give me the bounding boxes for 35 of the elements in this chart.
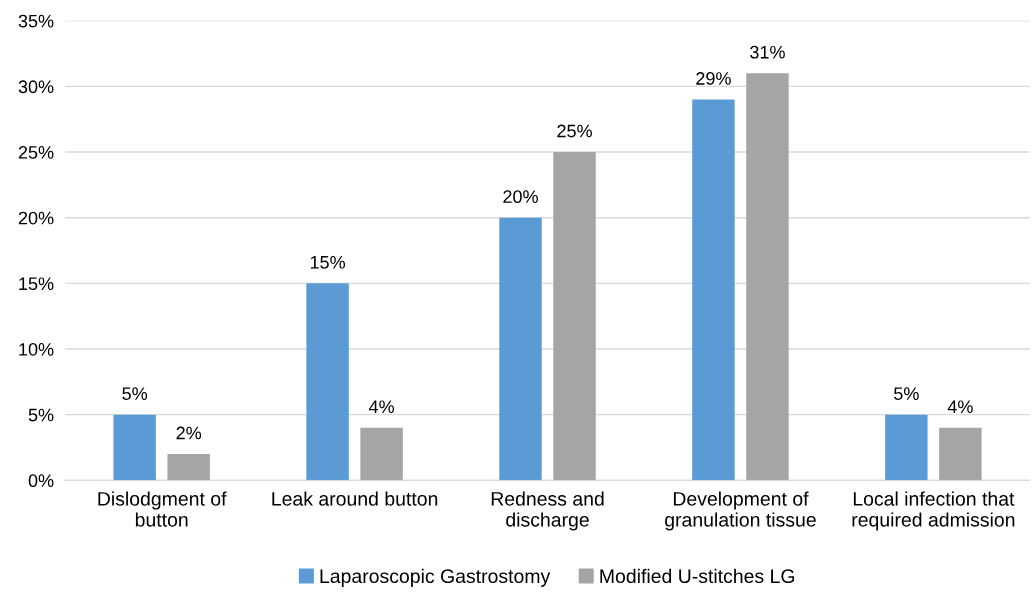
y-tick-label: 20% xyxy=(18,211,54,225)
x-tick-label: Dislodgment of button xyxy=(98,491,227,527)
y-tick-label: 15% xyxy=(19,277,54,291)
x-tick-label: Redness and discharge xyxy=(491,491,604,531)
bar xyxy=(692,99,735,481)
x-tick-label: Leak around button xyxy=(272,491,438,506)
x-tick-label: Local infection that required admission xyxy=(852,491,1015,531)
bar xyxy=(939,427,982,481)
y-tick-label: 10% xyxy=(19,342,54,356)
bar xyxy=(885,414,928,481)
data-label: 2% xyxy=(176,426,202,440)
bar xyxy=(360,427,403,481)
y-tick-label: 25% xyxy=(18,146,54,159)
legend-label: Modified U-stitches LG xyxy=(600,568,795,584)
data-label: 5% xyxy=(122,387,148,400)
y-tick-label: 35% xyxy=(18,14,54,28)
data-label: 4% xyxy=(947,400,973,414)
bar xyxy=(306,283,349,481)
bar xyxy=(746,73,789,481)
y-tick-label: 5% xyxy=(28,408,54,422)
data-label: 20% xyxy=(503,190,538,204)
y-tick-label: 30% xyxy=(18,80,54,94)
data-label: 25% xyxy=(557,124,592,138)
data-label: 15% xyxy=(310,255,346,269)
bar xyxy=(553,152,596,481)
data-label: 31% xyxy=(750,45,785,59)
data-label: 4% xyxy=(368,400,395,414)
data-label: 5% xyxy=(894,387,919,400)
legend-label: Laparoscopic Gastrostomy xyxy=(320,568,551,587)
y-tick-label: 0% xyxy=(28,474,54,488)
bar xyxy=(499,217,542,481)
bar xyxy=(167,454,210,481)
bar xyxy=(113,414,156,481)
data-label: 29% xyxy=(696,72,731,85)
x-tick-label: Development of granulation tissue xyxy=(665,491,816,531)
